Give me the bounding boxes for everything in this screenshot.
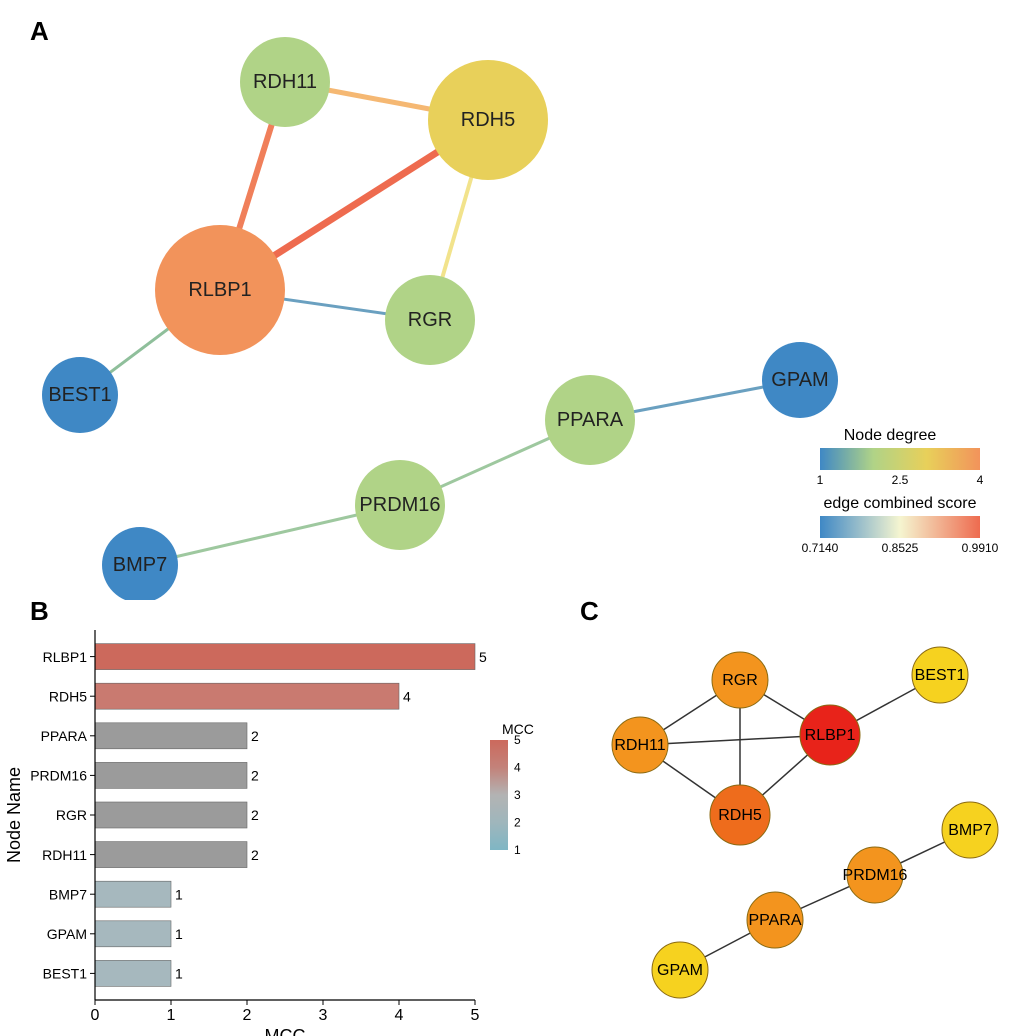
panel-c-label: C	[580, 596, 599, 626]
node-label: GPAM	[657, 962, 703, 979]
node-label: PPARA	[748, 912, 801, 929]
figure-root: { "panelA": { "label": "A", "label_pos":…	[0, 0, 1020, 1036]
panel-c-nodes: RLBP1 RDH5 RGR RDH11 BEST1 PPARA PRDM16 BMP7 GPA…	[612, 647, 998, 998]
node-label: RDH11	[614, 737, 665, 754]
panel-c-network: C RLBP1 RDH5 RGR RDH11 BEST1 PPARA PRDM16 BMP7 GP…	[0, 0, 1020, 1036]
node-label: PRDM16	[843, 867, 908, 884]
node-label: BMP7	[948, 822, 992, 839]
node-label: BEST1	[915, 667, 966, 684]
node-label: RGR	[722, 672, 758, 689]
node-label: RDH5	[718, 807, 762, 824]
node-label: RLBP1	[805, 727, 856, 744]
